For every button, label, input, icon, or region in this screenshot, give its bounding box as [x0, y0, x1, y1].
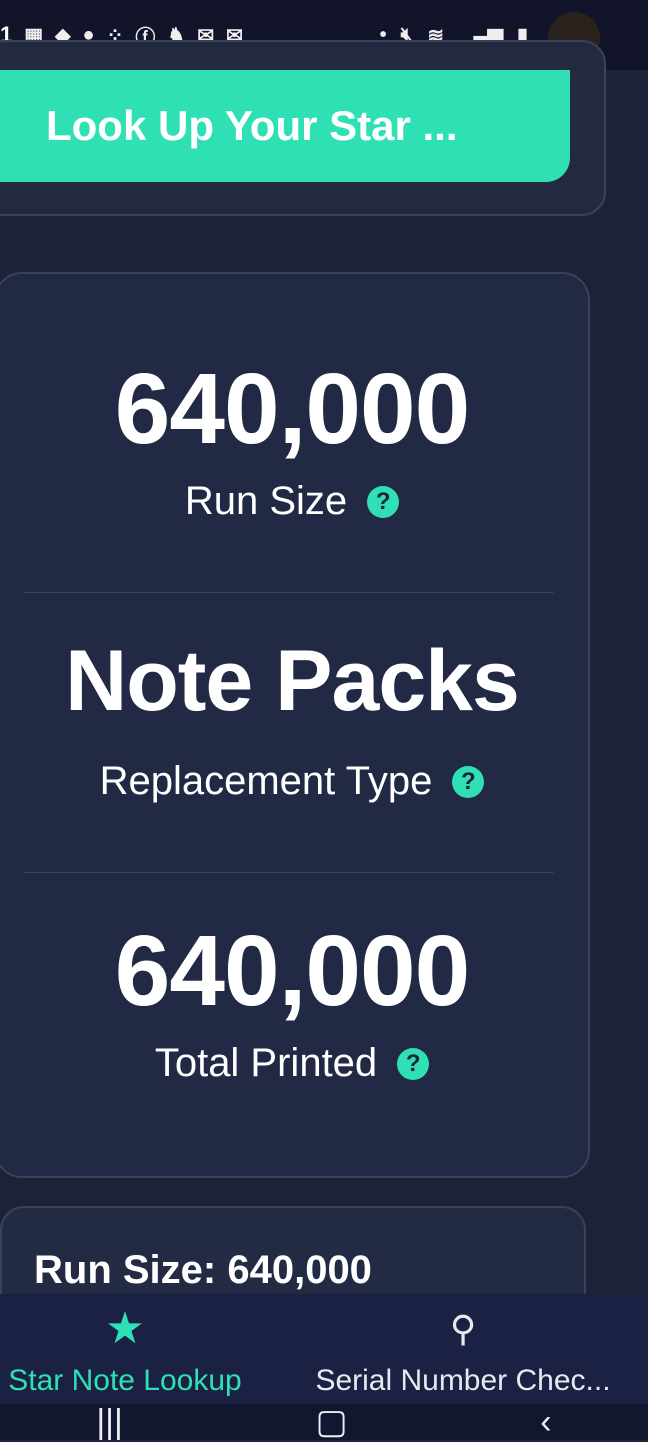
stat-value: 640,000: [114, 915, 470, 1027]
stat-label: Replacement Type: [99, 759, 433, 803]
back-icon[interactable]: ‹: [540, 1402, 552, 1441]
stat-replacement-type: Note Packs Replacement Type?: [0, 632, 588, 804]
stat-label: Run Size: [184, 479, 348, 523]
help-icon[interactable]: ?: [452, 765, 485, 798]
run-size-text: Run Size: 640,000: [34, 1248, 372, 1292]
help-icon[interactable]: ?: [367, 485, 400, 518]
lookup-button-label: Look Up Your Star ...: [46, 102, 458, 149]
stat-value: 640,000: [114, 353, 470, 465]
bottom-nav: ★ Star Note Lookup ⚲ Serial Number Chec.…: [0, 1294, 648, 1406]
dot-icon: •: [379, 23, 387, 46]
tab-serial-number-check[interactable]: ⚲ Serial Number Chec...: [300, 1294, 626, 1398]
stat-total-printed: 640,000 Total Printed?: [0, 914, 588, 1086]
stats-card: 640,000 Run Size? Note Packs Replacement…: [0, 272, 590, 1178]
stat-value: Note Packs: [65, 633, 520, 729]
stat-label: Total Printed: [154, 1041, 378, 1085]
tab-label: Star Note Lookup: [8, 1364, 242, 1397]
divider: [24, 592, 554, 593]
battery-icon: ▮: [516, 24, 528, 47]
lookup-button[interactable]: Look Up Your Star ...: [0, 70, 570, 182]
help-icon[interactable]: ?: [397, 1047, 430, 1080]
search-icon: ⚲: [449, 1308, 477, 1349]
tab-label: Serial Number Chec...: [315, 1364, 611, 1397]
tab-star-note-lookup[interactable]: ★ Star Note Lookup: [0, 1294, 256, 1398]
home-icon[interactable]: ▢: [315, 1403, 348, 1441]
divider: [24, 872, 554, 873]
system-nav-bar: ||| ▢ ‹: [0, 1402, 648, 1441]
star-icon: ★: [105, 1304, 145, 1353]
recents-icon[interactable]: |||: [96, 1402, 123, 1441]
stat-run-size: 640,000 Run Size?: [0, 352, 588, 524]
